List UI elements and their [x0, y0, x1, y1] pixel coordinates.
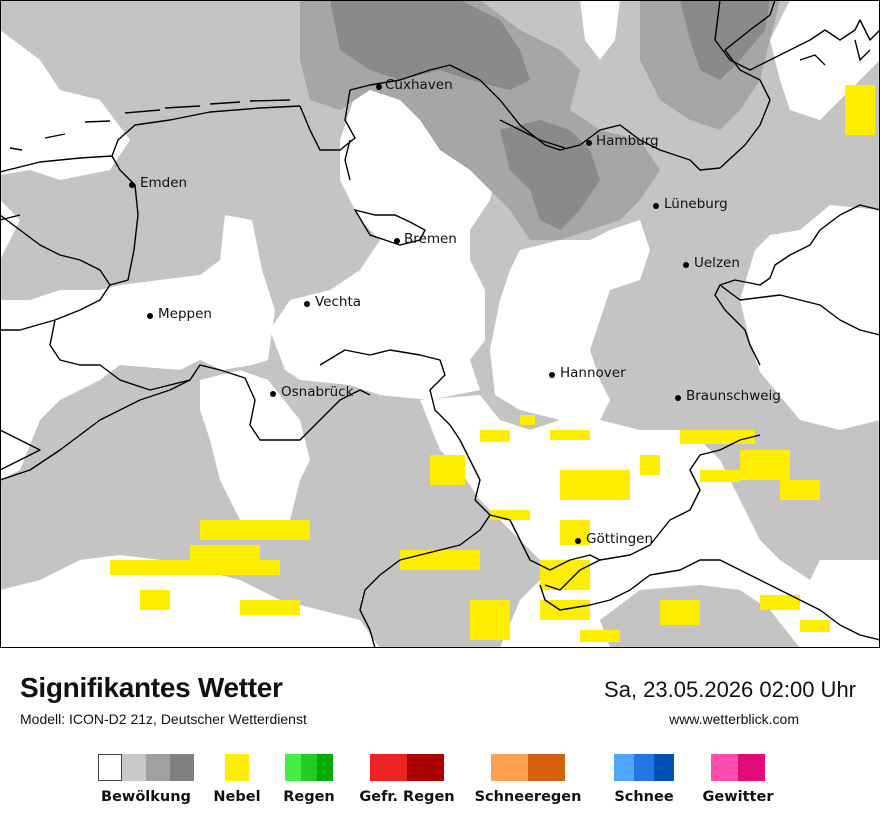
city-uelzen[interactable]: Uelzen [683, 255, 740, 271]
map-canvas: Cuxhaven Hamburg Emden Lüneburg Bremen U… [0, 0, 880, 648]
legend-swatches [696, 754, 780, 781]
swatch [122, 754, 146, 781]
legend-label: Gewitter [702, 789, 774, 805]
city-osnabrueck[interactable]: Osnabrück [270, 384, 354, 400]
city-dot [575, 538, 581, 544]
swatch [491, 754, 528, 781]
city-lueneburg[interactable]: Lüneburg [653, 196, 728, 212]
swatch [170, 754, 194, 781]
footer: Signifikantes Wetter Modell: ICON-D2 21z… [0, 648, 880, 830]
swatch [634, 754, 654, 781]
city-label: Emden [140, 175, 187, 191]
city-label: Göttingen [586, 531, 653, 547]
legend-item-nebel: Nebel [206, 754, 268, 805]
model-info: Modell: ICON-D2 21z, Deutscher Wetterdie… [20, 711, 307, 727]
legend-swatches [354, 754, 460, 781]
swatch [301, 754, 317, 781]
legend-label: Nebel [213, 789, 261, 805]
legend: Bewölkung Nebel Regen Gefr. Regen [0, 754, 880, 814]
islands [9, 39, 871, 246]
city-label: Hamburg [596, 133, 659, 149]
city-dot [586, 140, 592, 146]
fog-patches [110, 85, 875, 642]
city-emden[interactable]: Emden [129, 175, 187, 191]
city-dot [549, 372, 555, 378]
legend-item-schneeregen: Schneeregen [470, 754, 586, 805]
legend-swatches [96, 754, 196, 781]
swatch [738, 754, 765, 781]
city-label: Bremen [404, 231, 457, 247]
swatch [98, 754, 122, 781]
borders [0, 0, 880, 648]
legend-label: Schneeregen [474, 789, 582, 805]
swatch [146, 754, 170, 781]
website-link[interactable]: www.wetterblick.com [669, 711, 799, 727]
legend-swatches [206, 754, 268, 781]
legend-label: Gefr. Regen [359, 789, 455, 805]
map-title: Signifikantes Wetter [20, 672, 283, 703]
legend-item-bewoelkung: Bewölkung [96, 754, 196, 805]
city-label: Braunschweig [686, 388, 781, 404]
legend-label: Schnee [614, 789, 674, 805]
city-label: Osnabrück [281, 384, 354, 400]
city-goettingen[interactable]: Göttingen [575, 531, 653, 547]
city-dot [683, 262, 689, 268]
weather-map: Cuxhaven Hamburg Emden Lüneburg Bremen U… [0, 0, 880, 648]
city-bremen[interactable]: Bremen [394, 231, 457, 247]
swatch [614, 754, 634, 781]
swatch [317, 754, 333, 781]
legend-item-schnee: Schnee [604, 754, 684, 805]
city-label: Lüneburg [664, 196, 728, 212]
swatch [528, 754, 565, 781]
city-dot [129, 182, 135, 188]
legend-label: Bewölkung [101, 789, 191, 805]
city-hannover[interactable]: Hannover [549, 365, 626, 381]
swatch [285, 754, 301, 781]
legend-swatches [274, 754, 344, 781]
swatch [654, 754, 674, 781]
city-dot [394, 238, 400, 244]
city-label: Cuxhaven [385, 77, 453, 93]
city-label: Uelzen [694, 255, 740, 271]
city-markers: Cuxhaven Hamburg Emden Lüneburg Bremen U… [129, 77, 781, 547]
city-label: Vechta [315, 294, 361, 310]
legend-item-gefr-regen: Gefr. Regen [354, 754, 460, 805]
cloud-cover-dark [330, 0, 770, 230]
city-dot [653, 203, 659, 209]
city-dot [147, 313, 153, 319]
city-cuxhaven[interactable]: Cuxhaven [376, 77, 453, 93]
swatch [370, 754, 407, 781]
city-vechta[interactable]: Vechta [304, 294, 361, 310]
city-braunschweig[interactable]: Braunschweig [675, 388, 781, 404]
swatch [407, 754, 444, 781]
swatch [225, 754, 249, 781]
forecast-datetime: Sa, 23.05.2026 02:00 Uhr [604, 677, 856, 702]
legend-swatches [604, 754, 684, 781]
legend-item-regen: Regen [274, 754, 344, 805]
city-dot [270, 391, 276, 397]
city-meppen[interactable]: Meppen [147, 306, 212, 322]
city-label: Meppen [158, 306, 212, 322]
city-dot [376, 84, 382, 90]
city-dot [304, 301, 310, 307]
legend-item-gewitter: Gewitter [696, 754, 780, 805]
city-hamburg[interactable]: Hamburg [586, 133, 659, 149]
city-label: Hannover [560, 365, 626, 381]
legend-label: Regen [283, 789, 335, 805]
swatch [711, 754, 738, 781]
city-dot [675, 395, 681, 401]
legend-swatches [470, 754, 586, 781]
